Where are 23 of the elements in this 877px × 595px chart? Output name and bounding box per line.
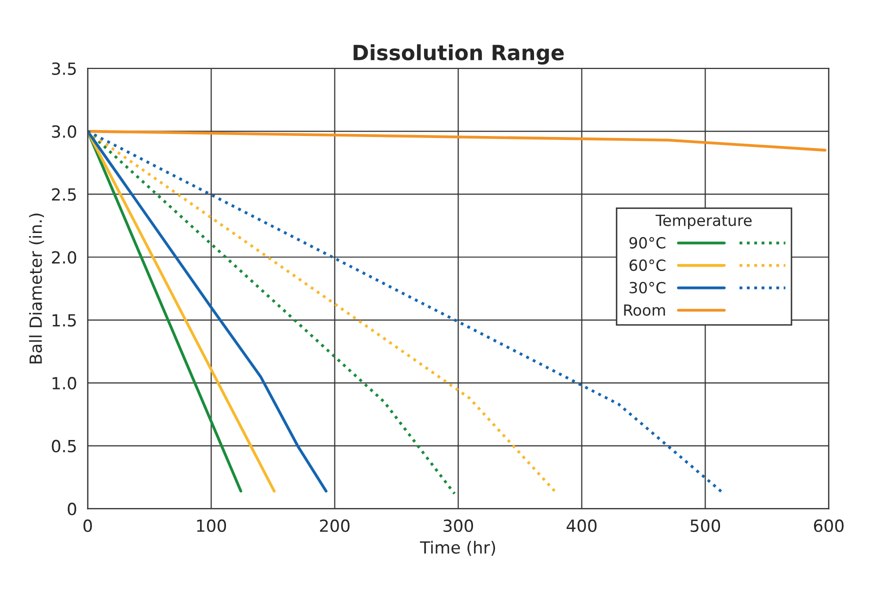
legend-label: 60°C xyxy=(630,259,666,271)
x-tick-label: 400 xyxy=(566,519,597,532)
y-tick-label: 0.5 xyxy=(52,440,76,452)
y-tick-label: 1.5 xyxy=(52,314,76,327)
x-tick-label: 0 xyxy=(83,519,92,532)
y-tick-label: 2.0 xyxy=(52,251,76,264)
y-tick-label: 0 xyxy=(68,502,76,516)
y-tick-label: 3.5 xyxy=(52,62,76,75)
y-tick-label: 2.5 xyxy=(52,188,76,201)
x-tick-label: 100 xyxy=(197,519,226,532)
x-tick-label: 600 xyxy=(814,519,844,532)
x-tick-label: 300 xyxy=(444,519,474,532)
y-axis-title: Ball Diameter (in.) xyxy=(29,214,44,364)
x-tick-label: 200 xyxy=(320,519,350,532)
y-tick-label: 1.0 xyxy=(52,376,76,390)
chart-title: Dissolution Range xyxy=(354,44,564,65)
legend-title: Temperature xyxy=(656,214,752,230)
legend-label: 90°C xyxy=(629,237,666,249)
legend-label: Room xyxy=(624,304,665,316)
x-tick-label: 500 xyxy=(690,519,720,532)
y-tick-label: 3.0 xyxy=(52,125,76,138)
legend-label: 30°C xyxy=(630,282,666,294)
x-axis-title: Time (hr) xyxy=(420,540,496,556)
